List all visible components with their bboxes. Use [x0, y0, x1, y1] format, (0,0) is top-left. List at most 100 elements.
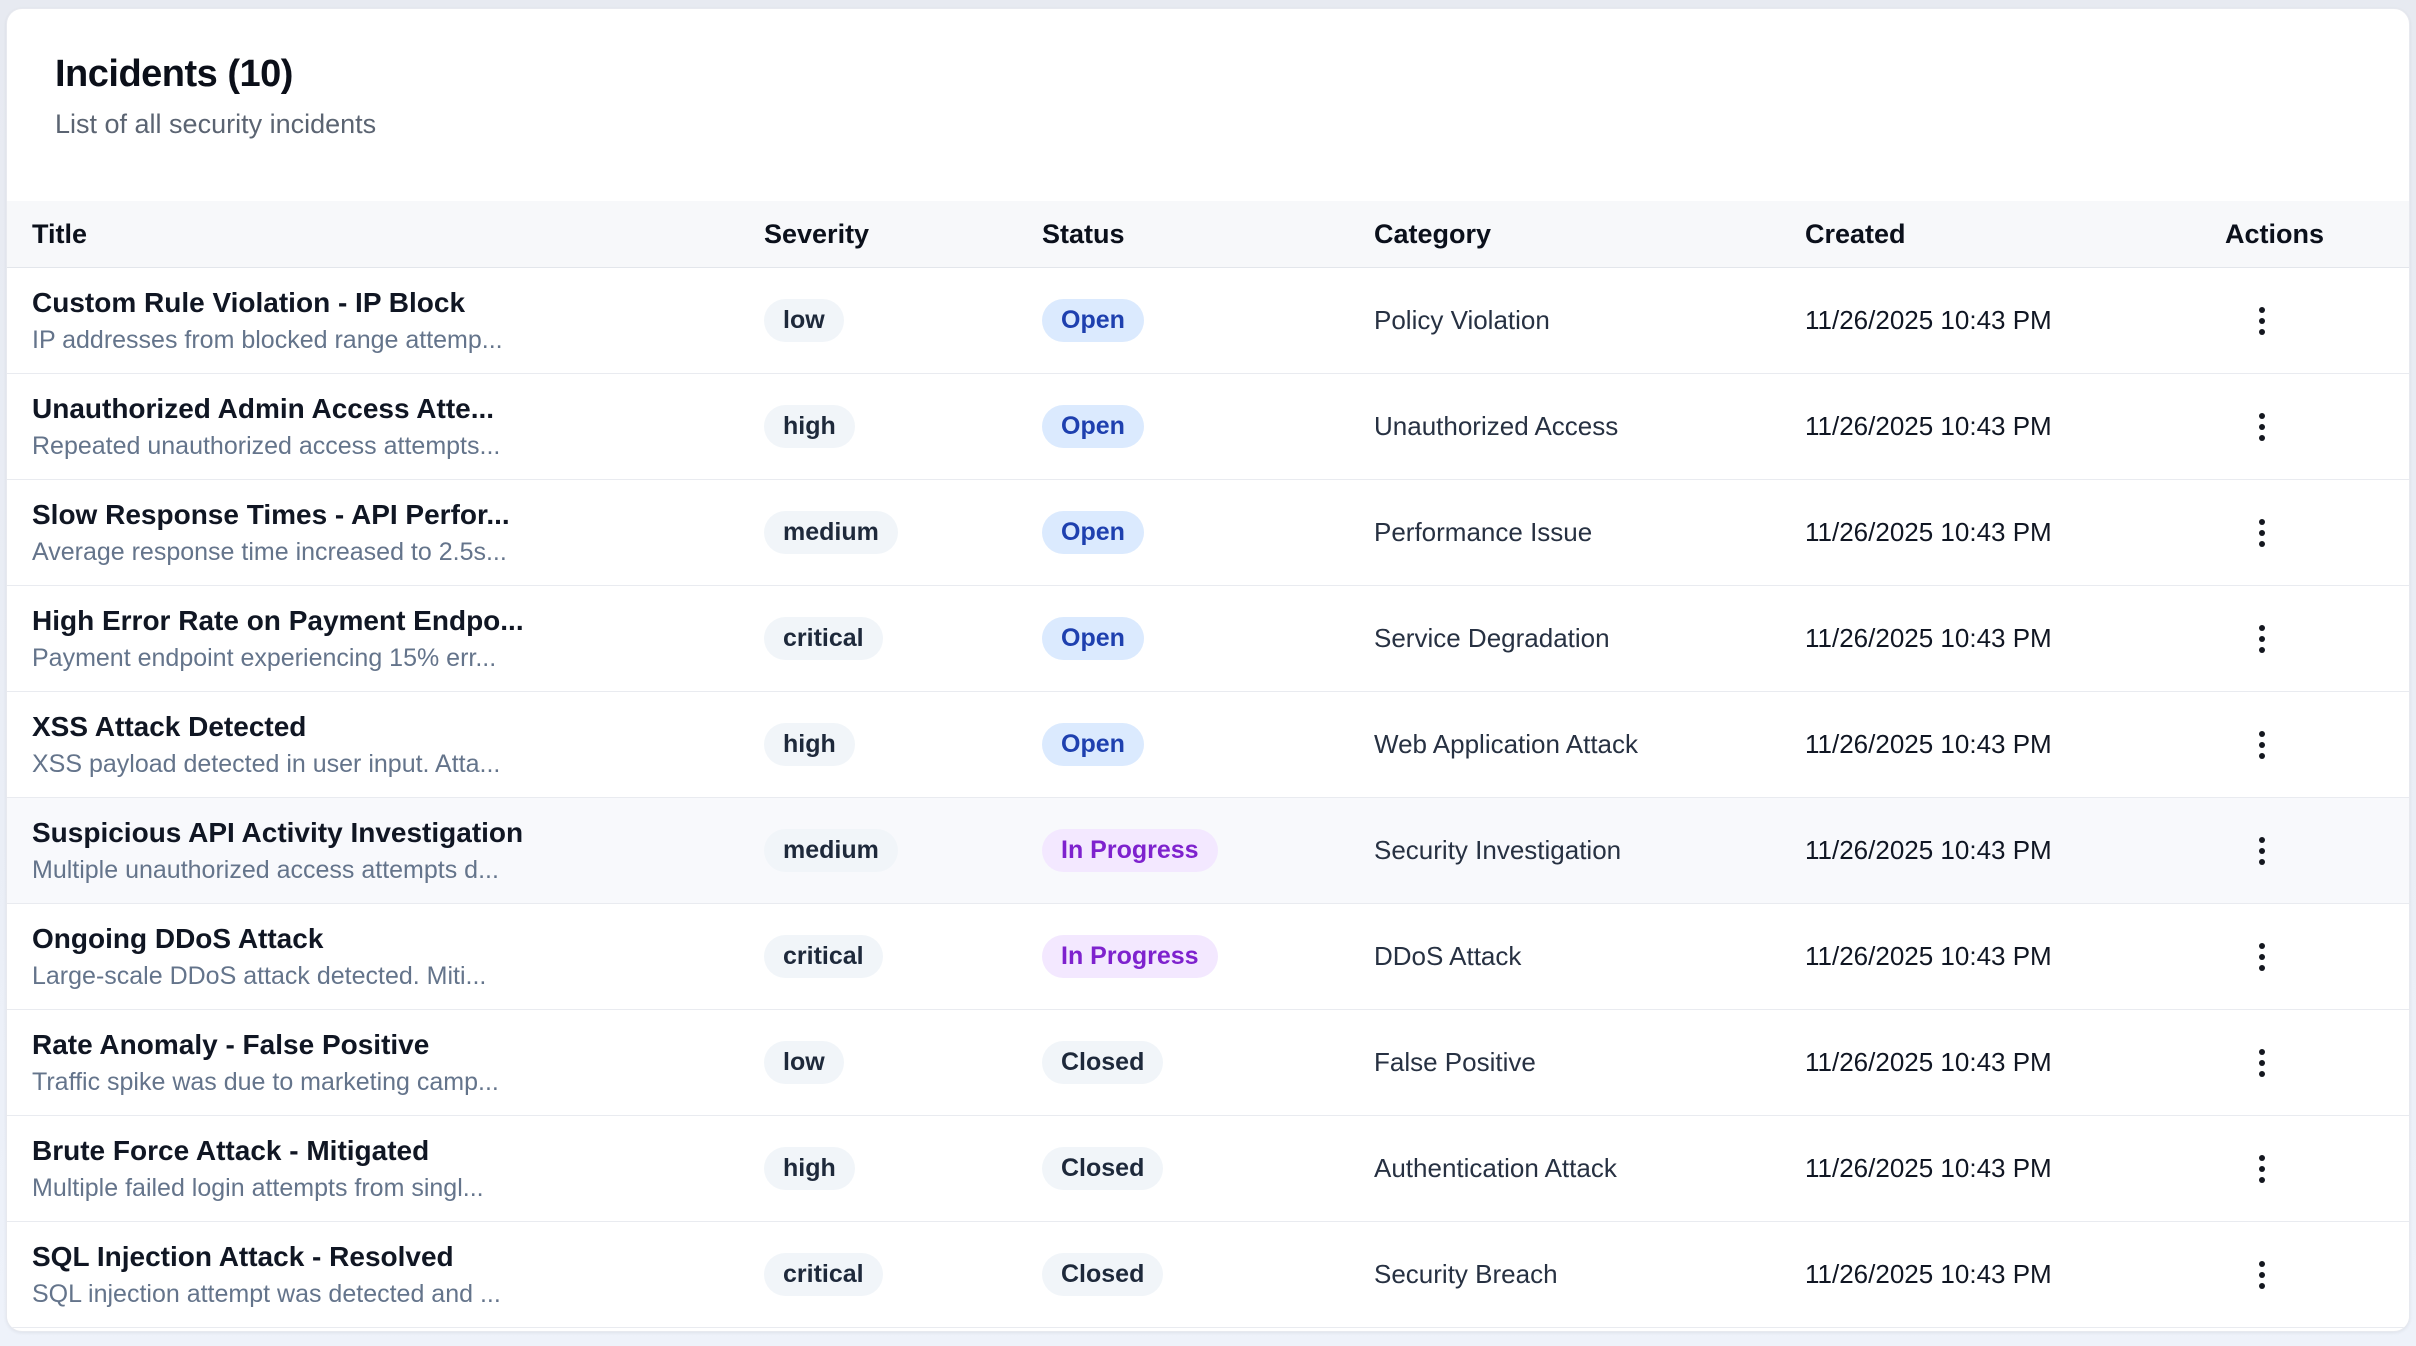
incident-title: Ongoing DDoS Attack [32, 922, 324, 954]
kebab-vertical-icon [2259, 1260, 2265, 1289]
kebab-vertical-icon [2259, 942, 2265, 971]
category-label: Unauthorized Access [1374, 411, 1619, 441]
column-header-actions: Actions [2225, 218, 2325, 249]
incident-title: SQL Injection Attack - Resolved [32, 1240, 454, 1272]
row-actions-button[interactable] [2247, 403, 2277, 451]
incident-title: Suspicious API Activity Investigation [32, 816, 524, 848]
table-row[interactable]: High Error Rate on Payment Endpo... Paym… [7, 586, 2409, 692]
status-badge: Open [1042, 723, 1144, 766]
row-actions-button[interactable] [2247, 933, 2277, 981]
incident-description: Multiple unauthorized access attempts d.… [32, 856, 499, 885]
created-timestamp: 11/26/2025 10:43 PM [1805, 1047, 2052, 1077]
incident-title: Slow Response Times - API Perfor... [32, 498, 510, 530]
row-actions-button[interactable] [2247, 297, 2277, 345]
category-label: False Positive [1374, 1047, 1536, 1077]
kebab-vertical-icon [2259, 624, 2265, 653]
incident-title: Unauthorized Admin Access Atte... [32, 392, 495, 424]
incident-description: SQL injection attempt was detected and .… [32, 1280, 501, 1309]
created-timestamp: 11/26/2025 10:43 PM [1805, 517, 2052, 547]
status-badge: Closed [1042, 1147, 1164, 1190]
row-actions-button[interactable] [2247, 509, 2277, 557]
category-label: Security Investigation [1374, 835, 1622, 865]
kebab-vertical-icon [2259, 518, 2265, 547]
severity-badge: low [764, 299, 844, 342]
status-badge: Open [1042, 511, 1144, 554]
card-header: Incidents (10) List of all security inci… [7, 9, 2409, 201]
severity-badge: medium [764, 511, 898, 554]
kebab-vertical-icon [2259, 1048, 2265, 1077]
incident-description: Large-scale DDoS attack detected. Miti..… [32, 962, 487, 991]
column-header-created: Created [1805, 218, 1906, 249]
row-actions-button[interactable] [2247, 721, 2277, 769]
table-header-row: Title Severity Status Category Created A… [7, 201, 2409, 268]
incident-description: XSS payload detected in user input. Atta… [32, 750, 501, 779]
table-row[interactable]: Brute Force Attack - Mitigated Multiple … [7, 1116, 2409, 1222]
created-timestamp: 11/26/2025 10:43 PM [1805, 729, 2052, 759]
incident-title: XSS Attack Detected [32, 710, 307, 742]
incident-description: Average response time increased to 2.5s.… [32, 538, 507, 567]
created-timestamp: 11/26/2025 10:43 PM [1805, 835, 2052, 865]
row-actions-button[interactable] [2247, 827, 2277, 875]
created-timestamp: 11/26/2025 10:43 PM [1805, 411, 2052, 441]
row-actions-button[interactable] [2247, 1251, 2277, 1299]
kebab-vertical-icon [2259, 306, 2265, 335]
row-actions-button[interactable] [2247, 615, 2277, 663]
incident-description: Payment endpoint experiencing 15% err... [32, 644, 497, 673]
status-badge: Closed [1042, 1041, 1164, 1084]
table-row[interactable]: Unauthorized Admin Access Atte... Repeat… [7, 374, 2409, 480]
incident-title: Brute Force Attack - Mitigated [32, 1134, 430, 1166]
kebab-vertical-icon [2259, 1154, 2265, 1183]
severity-badge: low [764, 1041, 844, 1084]
table-row[interactable]: Rate Anomaly - False Positive Traffic sp… [7, 1010, 2409, 1116]
kebab-vertical-icon [2259, 412, 2265, 441]
category-label: Web Application Attack [1374, 729, 1639, 759]
table-row[interactable]: SQL Injection Attack - Resolved SQL inje… [7, 1222, 2409, 1328]
status-badge: Open [1042, 299, 1144, 342]
incident-title: Rate Anomaly - False Positive [32, 1028, 430, 1060]
page-subtitle: List of all security incidents [55, 108, 377, 139]
incident-description: IP addresses from blocked range attemp..… [32, 326, 503, 355]
status-badge: In Progress [1042, 829, 1218, 872]
status-badge: Closed [1042, 1253, 1164, 1296]
severity-badge: high [764, 1147, 855, 1190]
created-timestamp: 11/26/2025 10:43 PM [1805, 1259, 2052, 1289]
severity-badge: critical [764, 617, 883, 660]
incident-description: Multiple failed login attempts from sing… [32, 1174, 484, 1203]
row-actions-button[interactable] [2247, 1039, 2277, 1087]
category-label: DDoS Attack [1374, 941, 1522, 971]
page-title: Incidents (10) [55, 53, 293, 95]
column-header-category: Category [1374, 218, 1492, 249]
status-badge: Open [1042, 617, 1144, 660]
column-header-status: Status [1042, 218, 1125, 249]
kebab-vertical-icon [2259, 730, 2265, 759]
severity-badge: medium [764, 829, 898, 872]
created-timestamp: 11/26/2025 10:43 PM [1805, 1153, 2052, 1183]
row-actions-button[interactable] [2247, 1145, 2277, 1193]
kebab-vertical-icon [2259, 836, 2265, 865]
incident-description: Traffic spike was due to marketing camp.… [32, 1068, 499, 1097]
table-row[interactable]: XSS Attack Detected XSS payload detected… [7, 692, 2409, 798]
created-timestamp: 11/26/2025 10:43 PM [1805, 941, 2052, 971]
status-badge: Open [1042, 405, 1144, 448]
incident-title: Custom Rule Violation - IP Block [32, 286, 466, 318]
table-row[interactable]: Custom Rule Violation - IP Block IP addr… [7, 268, 2409, 374]
category-label: Policy Violation [1374, 305, 1550, 335]
category-label: Security Breach [1374, 1259, 1558, 1289]
created-timestamp: 11/26/2025 10:43 PM [1805, 305, 2052, 335]
category-label: Authentication Attack [1374, 1153, 1617, 1183]
category-label: Performance Issue [1374, 517, 1593, 547]
category-label: Service Degradation [1374, 623, 1610, 653]
table-row[interactable]: Ongoing DDoS Attack Large-scale DDoS att… [7, 904, 2409, 1010]
created-timestamp: 11/26/2025 10:43 PM [1805, 623, 2052, 653]
incident-title: High Error Rate on Payment Endpo... [32, 604, 524, 636]
column-header-severity: Severity [764, 218, 870, 249]
table-body: Custom Rule Violation - IP Block IP addr… [7, 268, 2409, 1328]
incidents-card: Incidents (10) List of all security inci… [6, 8, 2410, 1332]
table-row[interactable]: Slow Response Times - API Perfor... Aver… [7, 480, 2409, 586]
severity-badge: critical [764, 1253, 883, 1296]
table-row[interactable]: Suspicious API Activity Investigation Mu… [7, 798, 2409, 904]
column-header-title: Title [32, 218, 88, 249]
severity-badge: critical [764, 935, 883, 978]
status-badge: In Progress [1042, 935, 1218, 978]
severity-badge: high [764, 405, 855, 448]
